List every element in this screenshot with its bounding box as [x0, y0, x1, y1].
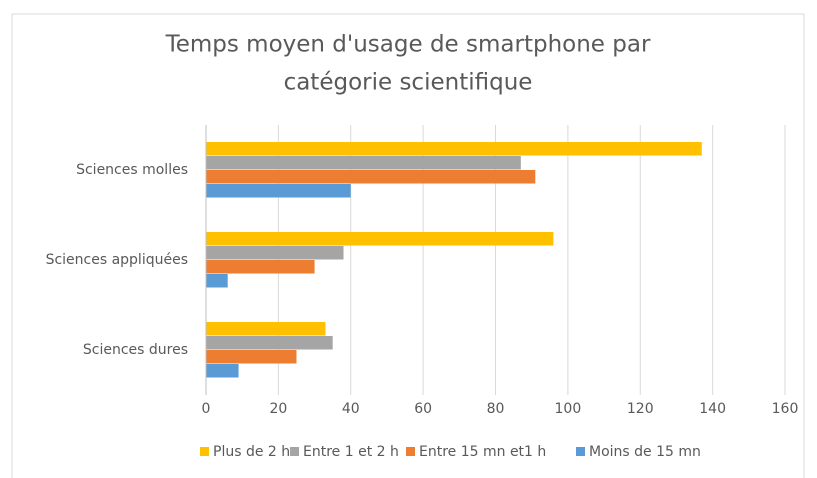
bar — [206, 184, 351, 198]
bar — [206, 156, 521, 170]
bar — [206, 246, 344, 260]
x-tick-label: 100 — [555, 401, 582, 417]
bar — [206, 260, 315, 274]
x-tick-label: 140 — [699, 401, 726, 417]
bar — [206, 170, 536, 184]
legend-label: Entre 15 mn et1 h — [419, 444, 546, 460]
bar — [206, 336, 333, 350]
bar — [206, 142, 702, 156]
x-tick-label: 80 — [487, 401, 505, 417]
legend-swatch — [406, 447, 415, 456]
legend-label: Entre 1 et 2 h — [303, 444, 399, 460]
bar — [206, 322, 326, 336]
legend-swatch — [576, 447, 585, 456]
x-tick-label: 120 — [627, 401, 654, 417]
legend-label: Plus de 2 h — [213, 444, 290, 460]
legend-swatch — [290, 447, 299, 456]
bar — [206, 364, 239, 378]
legend-label: Moins de 15 mn — [589, 444, 701, 460]
bar — [206, 232, 554, 246]
chart-title: Temps moyen d'usage de smartphone par — [165, 32, 651, 58]
bar — [206, 350, 297, 364]
y-tick-label: Sciences dures — [83, 342, 188, 358]
chart-title: catégorie scientifique — [284, 70, 533, 96]
legend-swatch — [200, 447, 209, 456]
x-tick-label: 160 — [772, 401, 799, 417]
bar — [206, 274, 228, 288]
x-tick-label: 40 — [342, 401, 360, 417]
x-tick-label: 60 — [414, 401, 432, 417]
x-tick-label: 0 — [202, 401, 211, 417]
chart-frame — [11, 13, 805, 478]
y-tick-label: Sciences molles — [76, 162, 188, 178]
x-tick-label: 20 — [269, 401, 287, 417]
y-tick-label: Sciences appliquées — [46, 252, 188, 268]
